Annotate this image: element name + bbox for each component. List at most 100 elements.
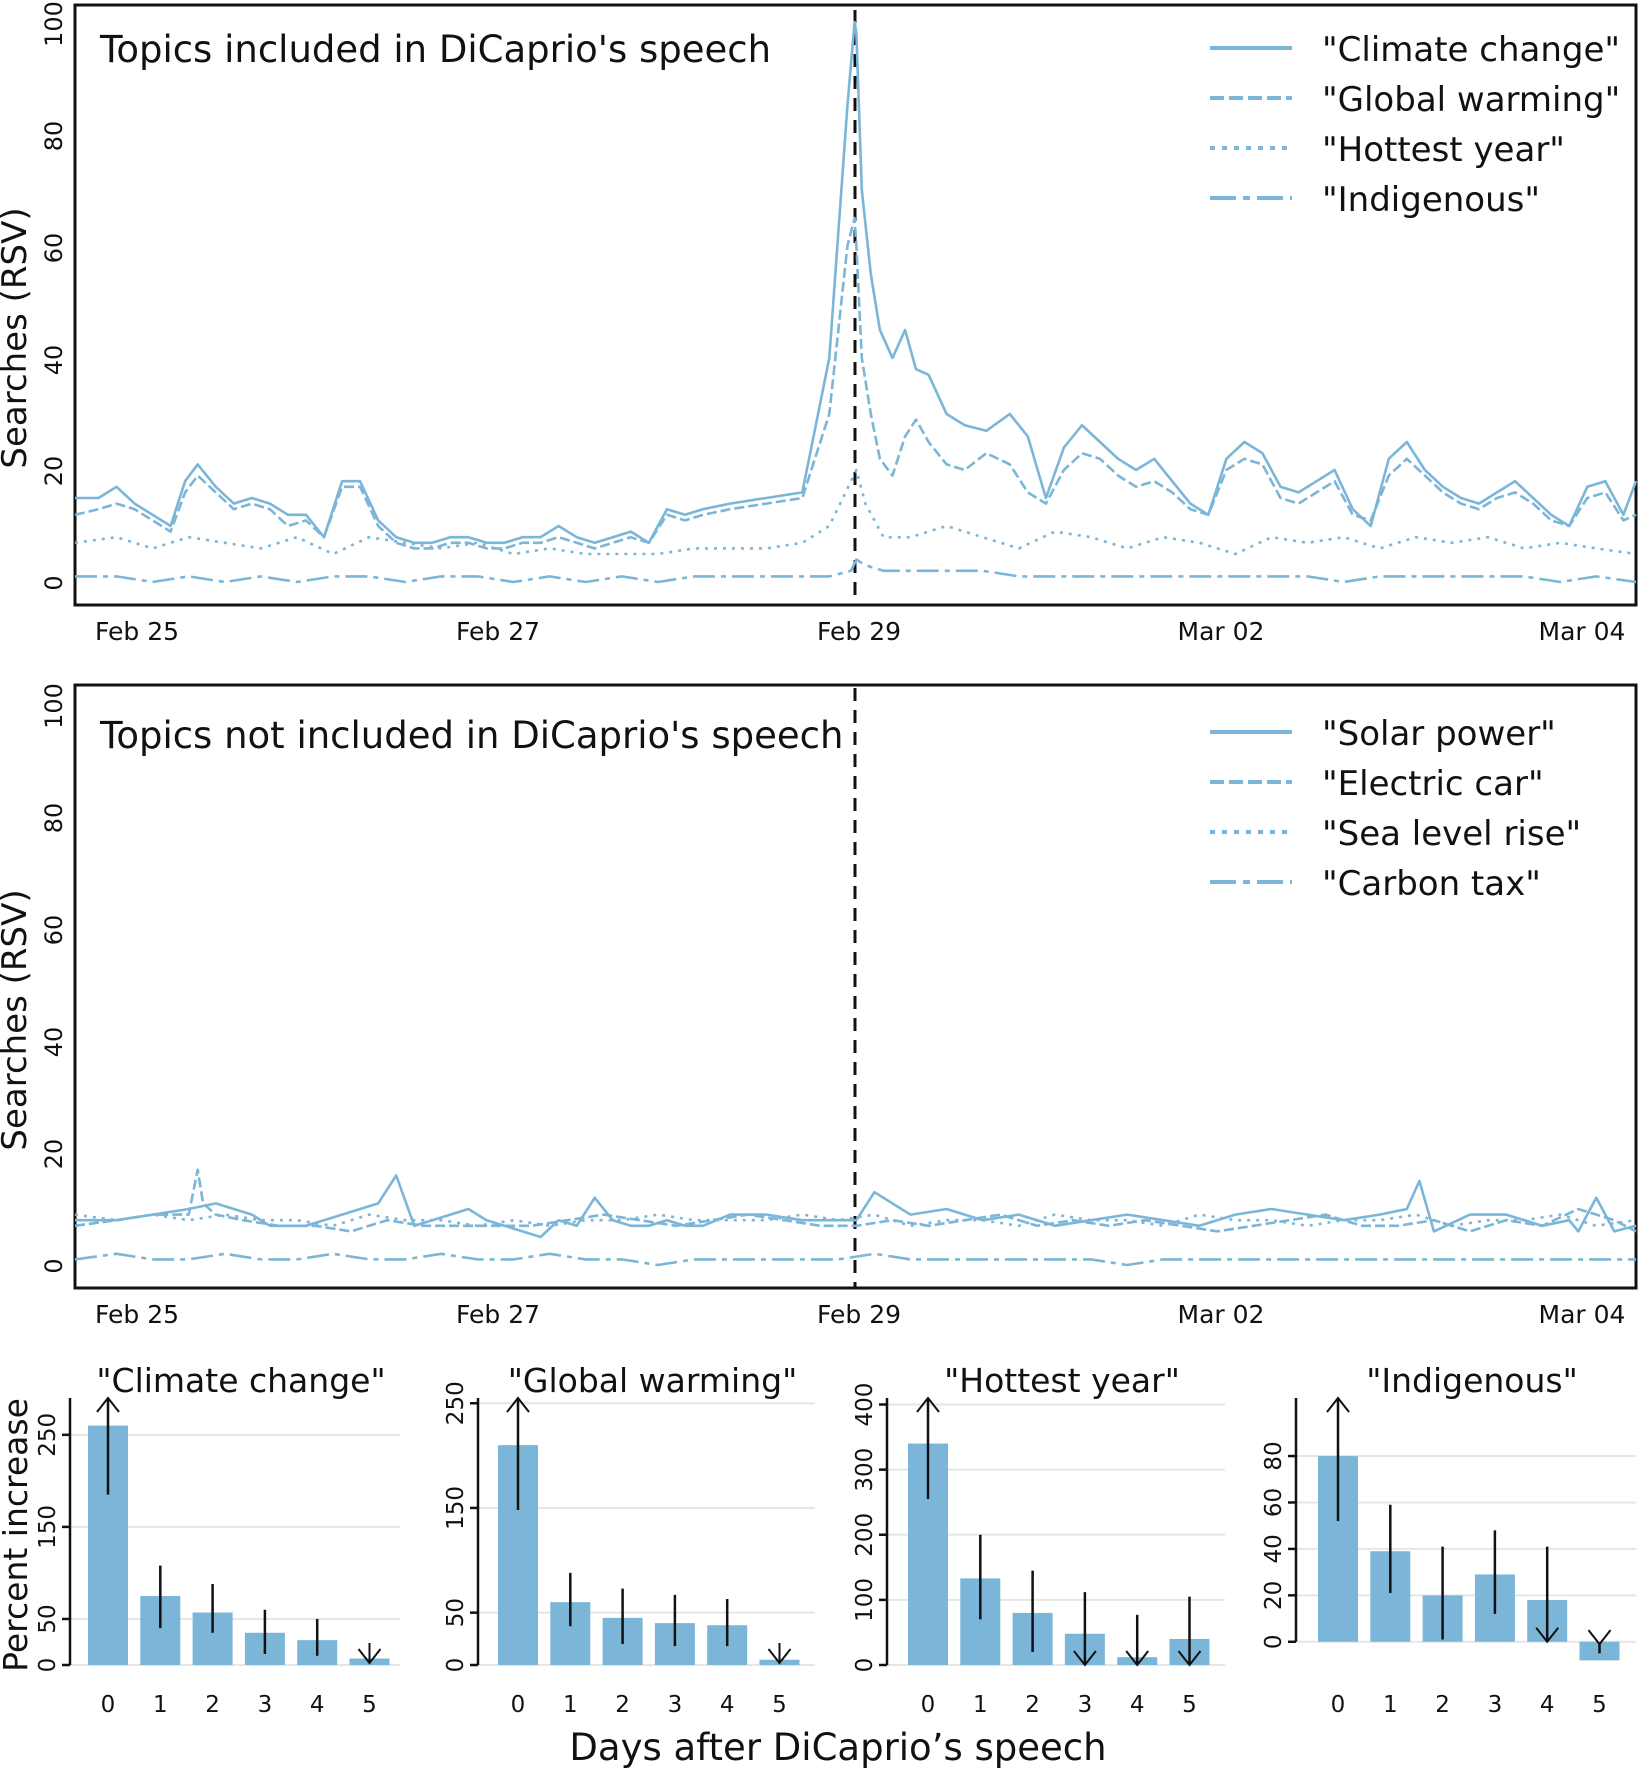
y-tick-label: 250: [35, 1413, 61, 1457]
x-category-label: 2: [615, 1692, 630, 1718]
series-line-dashdot: [75, 558, 1637, 584]
series-line-dotted: [74, 1213, 1637, 1228]
x-category-label: 5: [772, 1692, 787, 1718]
x-category-label: 1: [153, 1692, 168, 1718]
legend-label: "Electric car": [1322, 764, 1544, 804]
arrow-down-icon: [357, 1648, 382, 1665]
x-category-label: 3: [1078, 1692, 1093, 1718]
x-category-label: 4: [720, 1692, 735, 1718]
x-category-label: 0: [101, 1692, 116, 1718]
y-axis: 0 20 40 60 80 100: [40, 1, 68, 591]
y-tick-label: 0: [443, 1658, 469, 1673]
bar-panel-title: "Global warming": [508, 1361, 798, 1400]
legend-label: "Global warming": [1322, 80, 1620, 120]
x-tick-label: Feb 25: [95, 1300, 179, 1329]
shared-x-axis-label: Days after DiCaprio’s speech: [569, 1726, 1106, 1769]
x-category-label: 2: [1435, 1692, 1450, 1718]
line-panel-not-included: 0 20 40 60 80 100 Searches (RSV) Feb 25 …: [0, 683, 1638, 1329]
y-tick-label: 50: [35, 1604, 61, 1633]
panel-title: Topics included in DiCaprio's speech: [99, 28, 771, 71]
y-tick-label: 40: [40, 1027, 68, 1058]
y-tick-label: 0: [40, 575, 68, 590]
bar-y-axis-label: Percent increase: [0, 1398, 35, 1672]
legend-label: "Carbon tax": [1322, 864, 1541, 904]
x-category-label: 5: [362, 1692, 377, 1718]
y-tick-label: 80: [40, 803, 68, 834]
arrow-down-icon: [1073, 1650, 1097, 1667]
y-tick-label: 100: [40, 683, 68, 729]
y-tick-label: 80: [40, 121, 68, 152]
y-tick-label: 40: [1261, 1534, 1287, 1563]
arrow-down-icon: [1177, 1650, 1202, 1667]
x-tick-label: Feb 27: [456, 1300, 540, 1329]
y-axis-label: Searches (RSV): [0, 889, 35, 1150]
y-tick-label: 40: [40, 345, 68, 376]
arrow-up-icon: [96, 1396, 120, 1413]
y-tick-label: 0: [1261, 1634, 1287, 1649]
x-category-label: 2: [205, 1692, 220, 1718]
y-axis: 0 20 40 60 80 100: [40, 683, 68, 1274]
y-tick-label: 60: [40, 915, 68, 946]
arrow-down-icon: [767, 1648, 792, 1665]
arrow-down-icon: [1125, 1650, 1149, 1667]
x-category-label: 3: [668, 1692, 683, 1718]
x-category-label: 2: [1025, 1692, 1040, 1718]
x-tick-label: Feb 29: [817, 1300, 901, 1329]
y-tick-label: 20: [1261, 1581, 1287, 1610]
series-lines: [74, 1168, 1637, 1267]
x-category-label: 1: [973, 1692, 988, 1718]
legend: "Solar power" "Electric car" "Sea level …: [1210, 714, 1581, 904]
y-tick-label: 20: [40, 1139, 68, 1170]
y-tick-label: 80: [1261, 1441, 1287, 1470]
x-category-label: 0: [1331, 1692, 1346, 1718]
x-category-label: 5: [1182, 1692, 1197, 1718]
x-axis: Feb 25 Feb 27 Feb 29 Mar 02 Mar 04: [95, 617, 1625, 646]
x-tick-label: Mar 02: [1178, 617, 1265, 646]
y-tick-label: 200: [852, 1513, 878, 1557]
x-category-label: 0: [511, 1692, 526, 1718]
legend-label: "Solar power": [1322, 714, 1556, 754]
x-category-label: 4: [1130, 1692, 1145, 1718]
y-axis-label: Searches (RSV): [0, 207, 35, 468]
arrow-down-icon: [1587, 1629, 1612, 1646]
bar-panel-title: "Indigenous": [1366, 1361, 1578, 1400]
bar-panel: "Indigenous" 0 20 40 60 80 0 1 2 3 4 5: [1261, 1361, 1636, 1718]
y-tick-label: 150: [35, 1505, 61, 1549]
bar-panel: "Global warming" 0 50 150 250 0 1 2 3 4 5: [443, 1361, 815, 1718]
x-category-label: 3: [258, 1692, 273, 1718]
x-tick-label: Feb 27: [456, 617, 540, 646]
series-line-dashdot: [74, 1252, 1636, 1267]
x-tick-label: Mar 04: [1539, 617, 1626, 646]
series-line-dashed: [74, 216, 1637, 550]
y-tick-label: 100: [852, 1578, 878, 1622]
bar-panel: "Hottest year" 0 100 200 300 400 0 1 2 3 4 5: [852, 1361, 1225, 1718]
x-category-label: 4: [310, 1692, 325, 1718]
y-tick-label: 0: [40, 1258, 68, 1273]
legend-label: "Hottest year": [1322, 130, 1565, 170]
y-tick-label: 400: [852, 1383, 878, 1427]
arrow-up-icon: [1326, 1396, 1350, 1413]
x-tick-label: Feb 29: [817, 617, 901, 646]
x-category-label: 4: [1540, 1692, 1555, 1718]
x-axis: Feb 25 Feb 27 Feb 29 Mar 02 Mar 04: [95, 1300, 1625, 1329]
x-tick-label: Feb 25: [95, 617, 179, 646]
legend-label: "Climate change": [1322, 30, 1620, 70]
y-tick-label: 60: [1261, 1488, 1287, 1517]
x-category-label: 1: [563, 1692, 578, 1718]
series-line-dotted: [74, 468, 1637, 556]
y-tick-label: 0: [35, 1658, 61, 1673]
x-category-label: 1: [1383, 1692, 1398, 1718]
legend-label: "Sea level rise": [1322, 814, 1581, 854]
legend: "Climate change" "Global warming" "Hotte…: [1210, 30, 1620, 220]
y-tick-label: 300: [852, 1448, 878, 1492]
y-tick-label: 250: [443, 1381, 469, 1425]
bar-panel: "Climate change" 0 50 150 250 0 1 2 3 4 5: [35, 1361, 400, 1718]
bar-panel-title: "Hottest year": [944, 1361, 1180, 1400]
x-category-label: 3: [1488, 1692, 1503, 1718]
arrow-down-icon: [1535, 1627, 1559, 1644]
x-tick-label: Mar 02: [1178, 1300, 1265, 1329]
panel-title: Topics not included in DiCaprio's speech: [99, 714, 843, 757]
y-tick-label: 50: [443, 1598, 469, 1627]
